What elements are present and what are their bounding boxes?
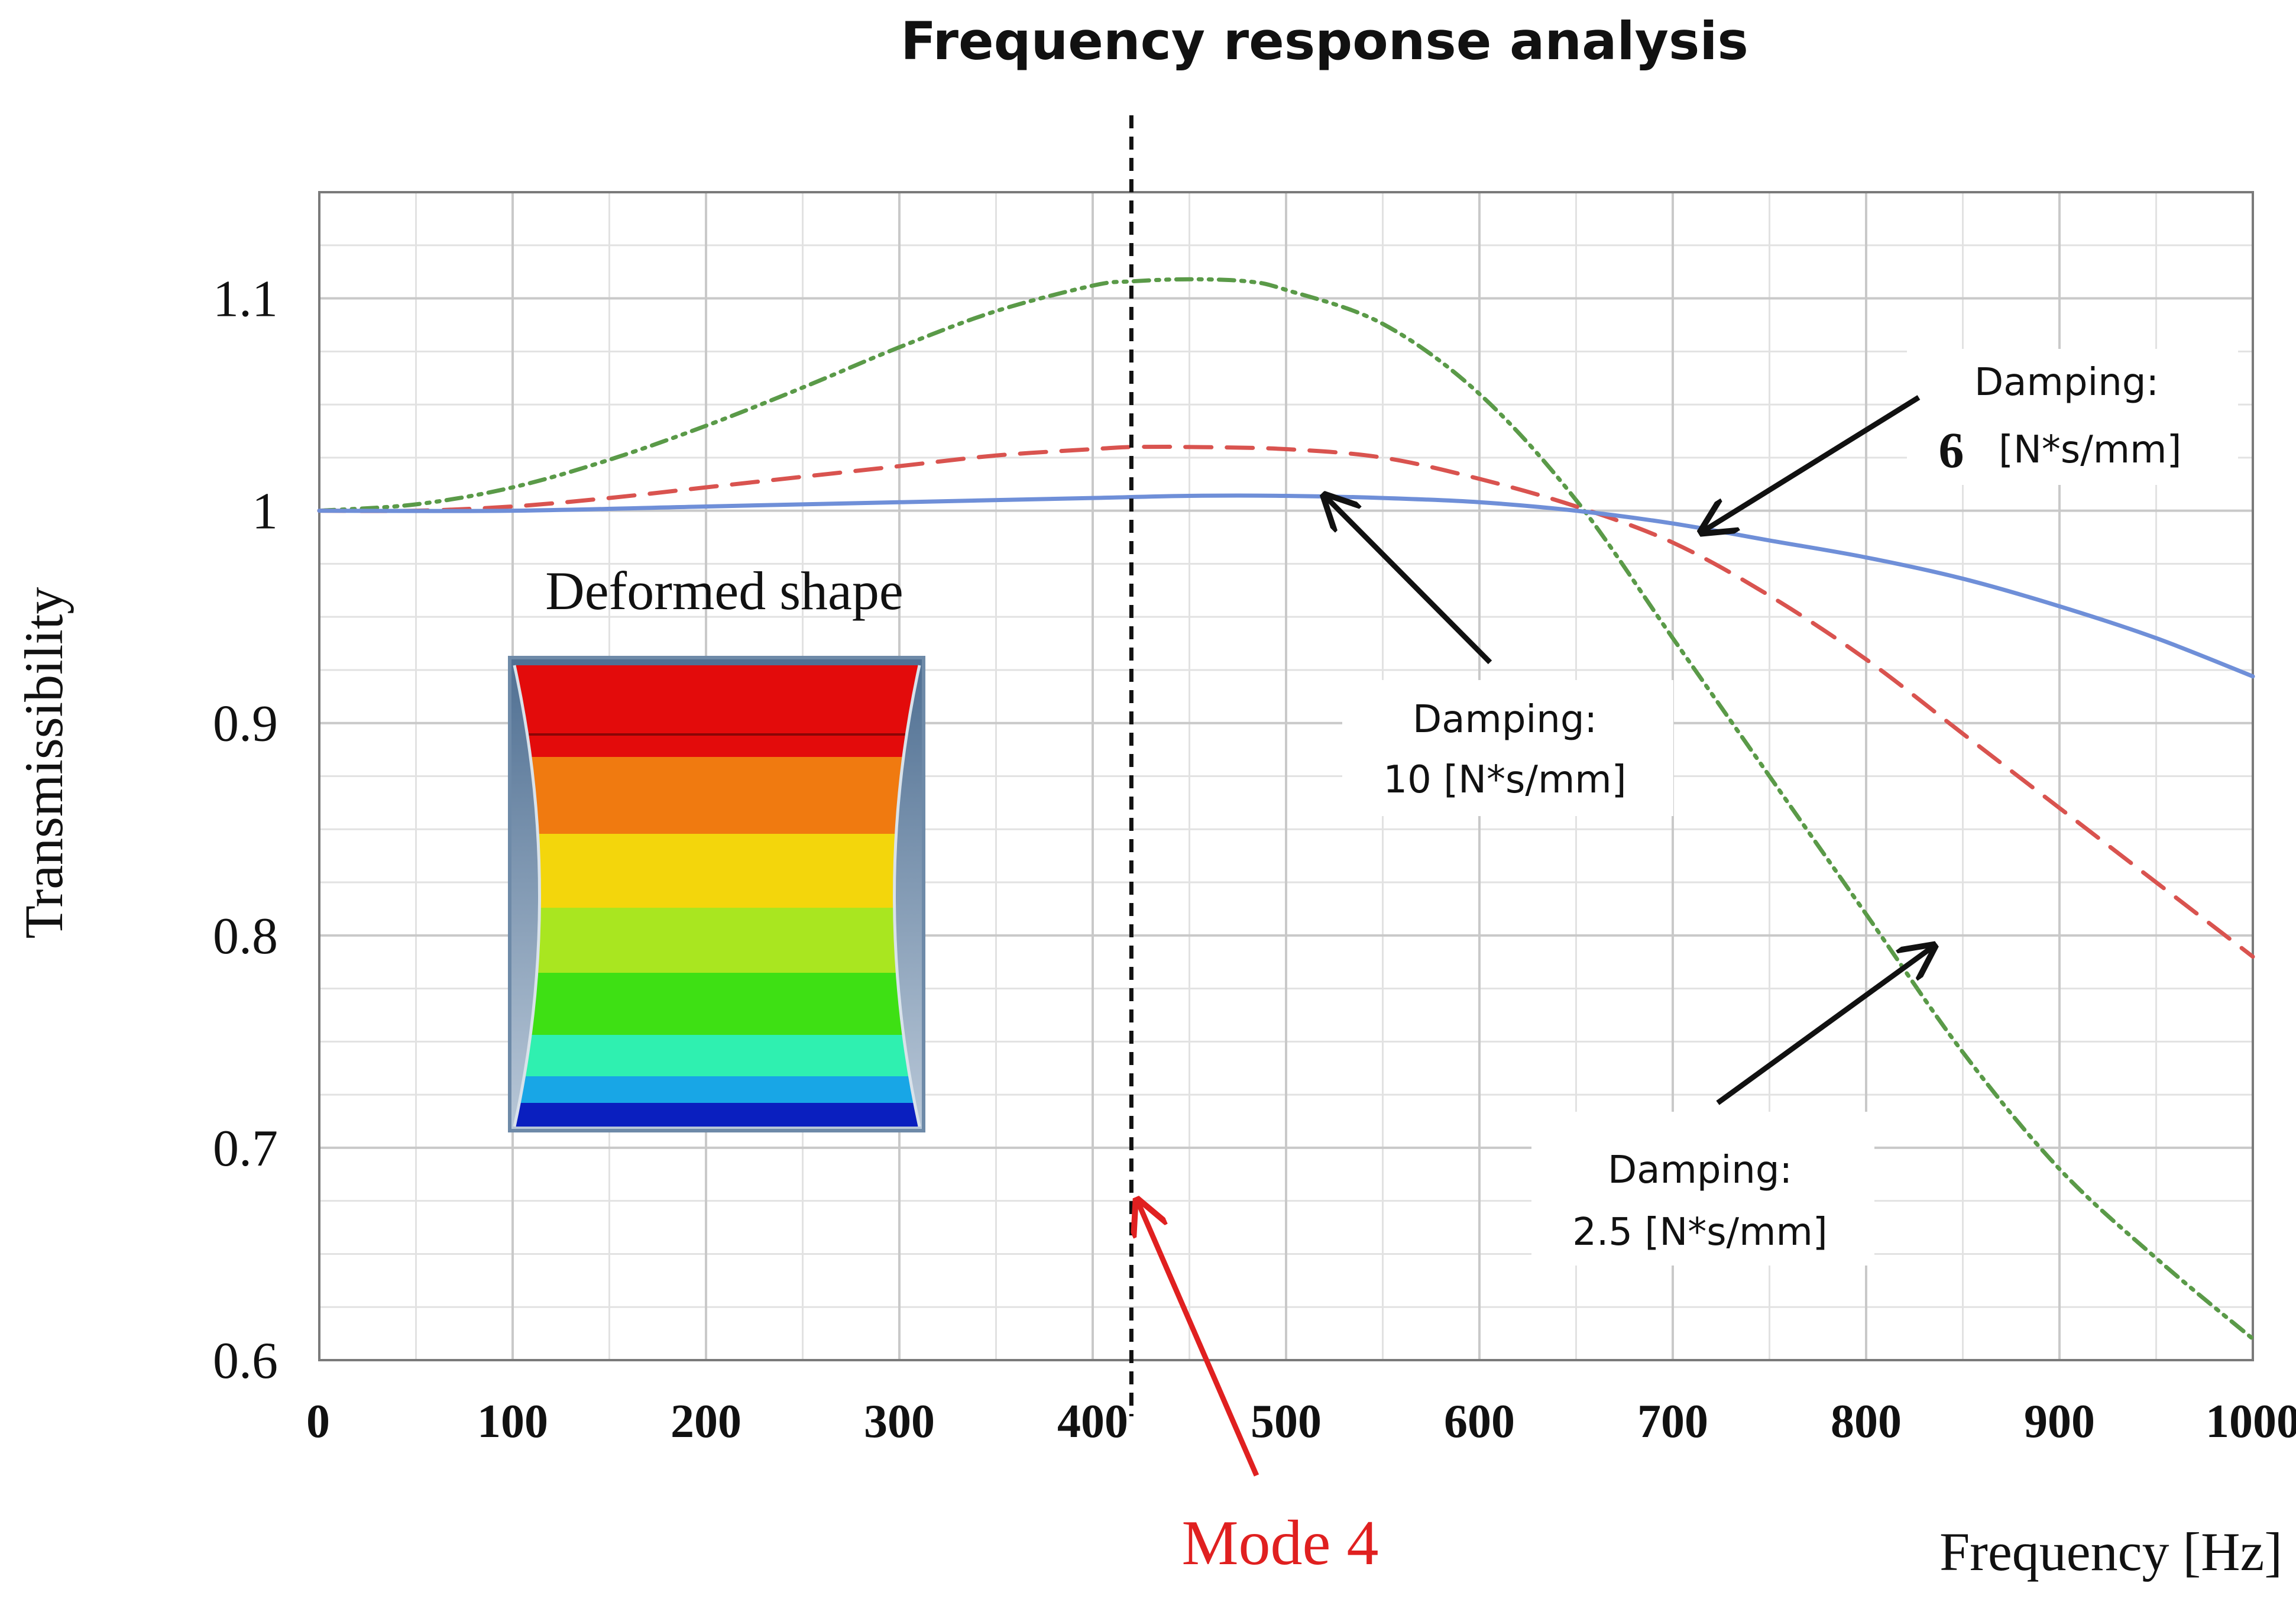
y-tick-label: 0.9 — [213, 695, 278, 753]
arrow-damping-10 — [1325, 496, 1492, 665]
x-tick-labels: 0 100 200 300 400 500 600 700 800 900 1000 — [306, 1396, 2296, 1448]
series-line-1 — [317, 444, 2255, 959]
annotation-damping-6-number: 6 — [1939, 422, 1964, 478]
y-axis-label: Transmissibility — [14, 587, 74, 939]
series-line-0 — [317, 277, 2255, 1341]
x-axis-label: Frequency [Hz] — [1939, 1522, 2282, 1582]
x-tick-label: 200 — [671, 1396, 741, 1448]
y-tick-label: 1.1 — [213, 271, 278, 328]
y-tick-label: 0.8 — [213, 908, 278, 965]
annotation-damping-2-5-unit: 2.5 [N*s/mm] — [1572, 1211, 1828, 1254]
inset-title: Deformed shape — [545, 561, 903, 621]
annotation-damping-6-unit: [N*s/mm] — [1999, 428, 2181, 472]
x-tick-label: 800 — [1831, 1396, 1902, 1448]
chart-title: Frequency response analysis — [901, 11, 1748, 72]
x-tick-label: 900 — [2024, 1396, 2095, 1448]
arrow-damping-2-5 — [1716, 946, 1934, 1105]
y-tick-label: 1 — [252, 483, 278, 541]
mode-4-annotation: Mode 4 — [1137, 1200, 1378, 1578]
annotation-damping-10-title: Damping: — [1413, 698, 1597, 742]
y-tick-label: 0.6 — [213, 1332, 278, 1390]
annotation-damping-6: Damping: 6 [N*s/mm] — [1702, 349, 2238, 532]
arrow-damping-6 — [1702, 395, 1921, 532]
x-tick-label: 500 — [1251, 1396, 1322, 1448]
y-tick-label: 0.7 — [213, 1120, 278, 1177]
x-tick-label: 300 — [864, 1396, 935, 1448]
annotation-damping-10: Damping: 10 [N*s/mm] — [1325, 496, 1673, 816]
annotation-damping-2-5-title: Damping: — [1608, 1148, 1792, 1192]
x-tick-label: 100 — [477, 1396, 548, 1448]
annotation-damping-6-title: Damping: — [1974, 361, 2159, 404]
x-tick-label: 600 — [1444, 1396, 1515, 1448]
y-tick-labels: 0.6 0.7 0.8 0.9 1 1.1 — [213, 271, 278, 1390]
annotation-damping-10-unit: 10 [N*s/mm] — [1383, 758, 1626, 802]
annotation-damping-2-5: Damping: 2.5 [N*s/mm] — [1531, 946, 1934, 1266]
arrow-mode-4 — [1137, 1200, 1259, 1477]
mode-4-label: Mode 4 — [1182, 1508, 1379, 1578]
x-tick-label: 400 — [1057, 1396, 1128, 1448]
x-tick-label: 700 — [1637, 1396, 1708, 1448]
x-tick-label: 0 — [306, 1396, 330, 1448]
deformed-shape-inset — [508, 656, 925, 1132]
x-tick-label: 1000 — [2206, 1396, 2296, 1448]
series-line-2 — [317, 493, 2255, 679]
series-layer — [317, 277, 2255, 1341]
plot-frame — [318, 191, 2254, 1361]
